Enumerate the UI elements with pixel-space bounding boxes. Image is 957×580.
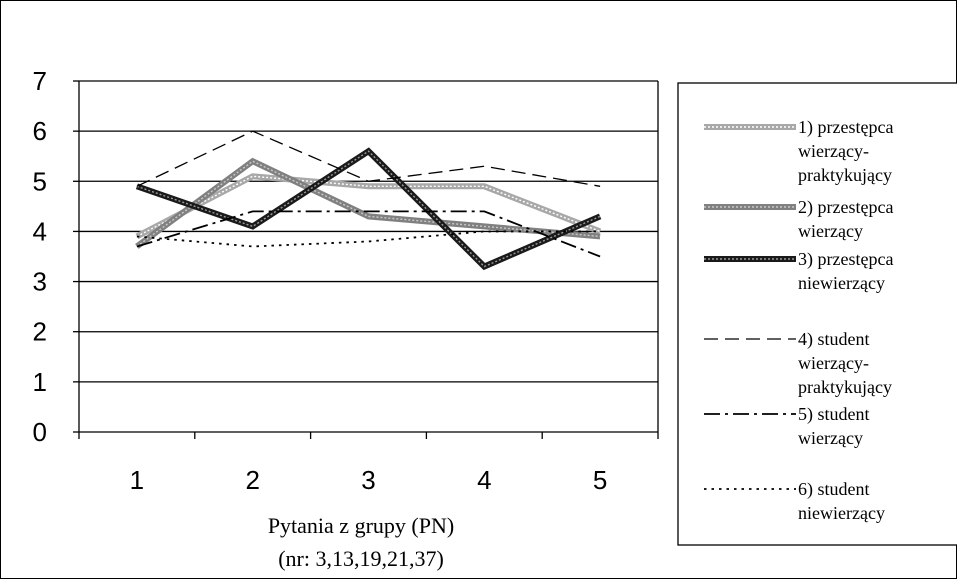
x-axis-title-line2: (nr: 3,13,19,21,37) xyxy=(278,546,444,571)
legend-label: wierzący xyxy=(798,428,863,448)
legend-label: niewierzący xyxy=(798,503,885,523)
legend-label: wierzący- xyxy=(798,141,869,161)
y-tick-label: 2 xyxy=(33,317,47,347)
series-line-2-texture xyxy=(136,160,601,248)
legend-label: niewierzący xyxy=(798,273,885,293)
legend-label: 5) student xyxy=(798,404,870,425)
legend-label: praktykujący xyxy=(798,377,892,397)
legend-label: 1) przestępca xyxy=(798,117,893,138)
legend-label: 3) przestępca xyxy=(798,249,893,270)
y-tick-labels: 0 1 2 3 4 5 6 7 xyxy=(33,66,47,447)
legend-label: praktykujący xyxy=(798,165,892,185)
legend-entry-1: 1) przestępca wierzący-praktykujący xyxy=(704,117,893,185)
y-tick-label: 7 xyxy=(33,66,47,96)
y-tick-label: 4 xyxy=(33,216,47,246)
series-3 xyxy=(135,147,602,271)
legend-label: wierzący- xyxy=(798,353,869,373)
x-axis-title: Pytania z grupy (PN) xyxy=(268,513,454,538)
legend-entry-6: 6) student niewierzący xyxy=(704,479,885,523)
series-line-3-texture xyxy=(136,150,601,268)
series-line-6 xyxy=(136,230,601,248)
series-2 xyxy=(135,157,601,249)
x-tick-label: 3 xyxy=(361,465,375,495)
legend-label: 2) przestępca xyxy=(798,197,893,218)
x-tick-label: 1 xyxy=(130,465,144,495)
series-line-5 xyxy=(136,210,601,258)
x-tick-label: 2 xyxy=(245,465,259,495)
gridlines xyxy=(79,80,658,433)
y-tick-label: 3 xyxy=(33,267,47,297)
y-tick-label: 6 xyxy=(33,116,47,146)
series-5 xyxy=(136,210,601,258)
legend-label: wierzący xyxy=(798,221,863,241)
legend-box xyxy=(677,82,957,546)
legend-label: 6) student xyxy=(798,479,870,500)
y-tick-label: 5 xyxy=(33,166,47,196)
legend-entry-5: 5) student wierzący xyxy=(704,404,870,448)
legend-label: 4) student xyxy=(798,329,870,350)
legend-entry-3: 3) przestępca niewierzący xyxy=(704,249,893,293)
y-tick-label: 1 xyxy=(33,367,47,397)
series-4 xyxy=(136,130,601,187)
series-1 xyxy=(135,173,602,240)
x-tick-labels: 1 2 3 4 5 xyxy=(130,465,608,495)
axes xyxy=(73,80,659,439)
series-6 xyxy=(136,230,601,248)
series-lines xyxy=(135,130,602,271)
series-line-1 xyxy=(135,173,602,240)
series-line-4 xyxy=(136,130,601,187)
legend-entry-4: 4) student wierzący-praktykujący xyxy=(704,329,892,397)
legend-entry-2: 2) przestępca wierzący xyxy=(704,197,893,241)
series-line-3 xyxy=(135,147,602,271)
y-tick-label: 0 xyxy=(33,417,47,447)
x-tick-label: 4 xyxy=(477,465,491,495)
x-tick-label: 5 xyxy=(593,465,607,495)
legend: 1) przestępca wierzący-praktykujący 2) prz… xyxy=(677,82,957,546)
